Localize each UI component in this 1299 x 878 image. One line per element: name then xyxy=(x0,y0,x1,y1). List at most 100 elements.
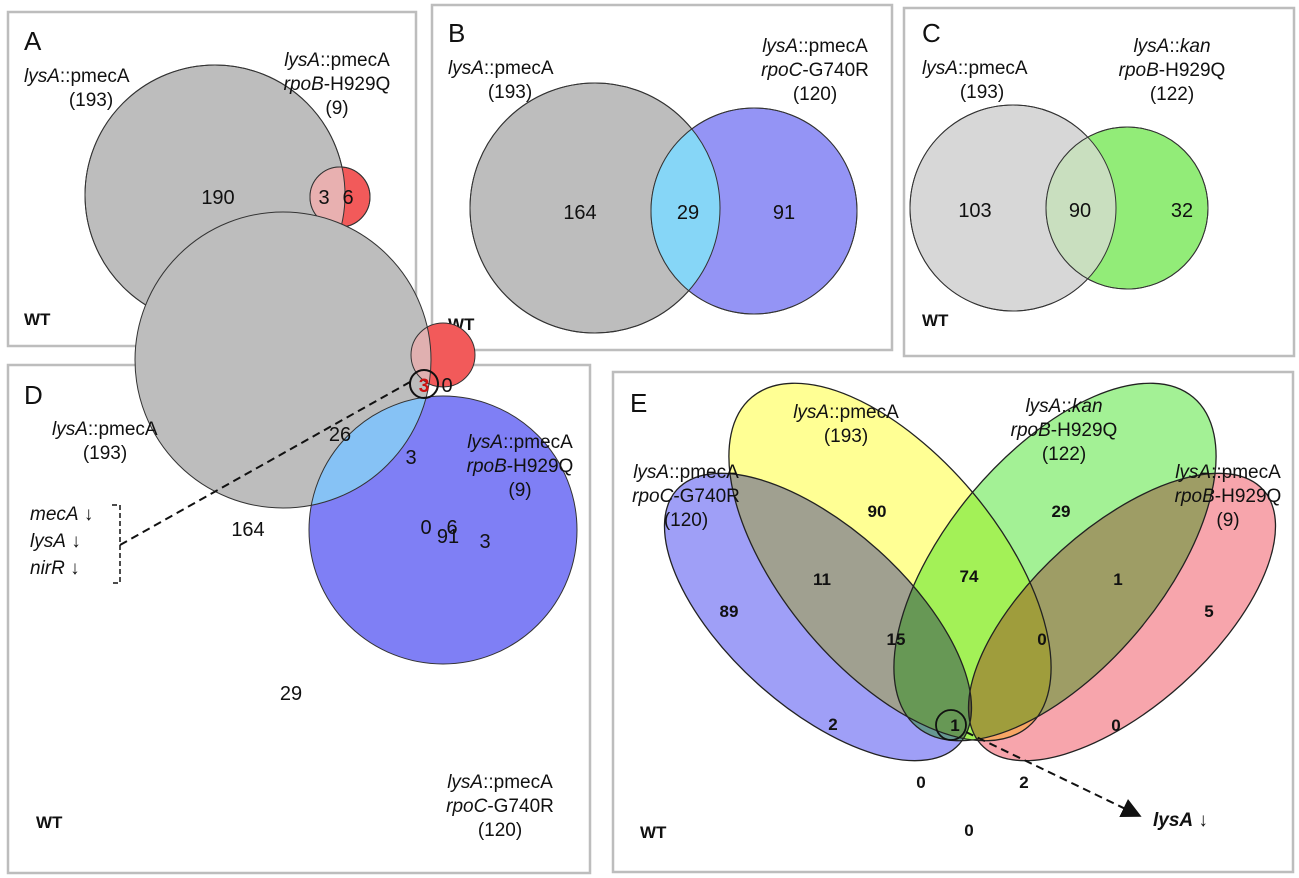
panel-a-set2-label-1: lysA::pmecA xyxy=(284,50,390,71)
panel-c-overlap xyxy=(1046,127,1116,289)
panel-e-green-label-1: lysA::kan xyxy=(1025,396,1102,417)
panel-d-set1-count: (193) xyxy=(83,443,127,464)
panel-d-wt-label: WT xyxy=(36,813,63,832)
panel-e-region-blue-red: 0 xyxy=(964,821,973,840)
panel-d-gene-2: lysA ↓ xyxy=(30,531,81,552)
panel-a-only1-count: 190 xyxy=(201,187,234,209)
panel-e-green-count: (122) xyxy=(1042,444,1086,465)
panel-e-blue-label-1: lysA::pmecA xyxy=(633,462,739,483)
panel-e-region-blue-yellow-red: 2 xyxy=(1019,773,1028,792)
panel-e-yellow-count: (193) xyxy=(824,426,868,447)
panel-c-wt-label: WT xyxy=(922,311,949,330)
panel-b: B lysA::pmecA (193) lysA::pmecA rpoC-G74… xyxy=(430,3,894,352)
panel-d-set3-count: (120) xyxy=(478,820,522,841)
panel-d-center-highlight-ring xyxy=(409,369,439,399)
panel-e-letter: E xyxy=(630,388,647,418)
panel-b-only1-count: 164 xyxy=(563,202,596,224)
panel-d-gene-3: nirR ↓ xyxy=(30,558,80,579)
panel-e-venn xyxy=(663,382,1277,762)
panel-d-total-gray-blue: 29 xyxy=(280,683,302,705)
panel-d-set3-label-1: lysA::pmecA xyxy=(447,772,553,793)
panel-d-gray-only-count: 164 xyxy=(231,519,264,541)
panel-e-wt-label: WT xyxy=(640,823,667,842)
panel-d-gene-pointer-line xyxy=(119,381,411,546)
panel-e-result-arrow xyxy=(965,731,1142,818)
panel-d-letter: D xyxy=(24,380,43,410)
panel-e-yellow-label: lysA::pmecA xyxy=(793,402,899,423)
panel-e-region-yellow-red: 0 xyxy=(1111,716,1120,735)
panel-e-red-count: (9) xyxy=(1216,510,1239,531)
panel-d-set2-label-1: lysA::pmecA xyxy=(467,432,573,453)
panel-e-region-blue-green-red: 0 xyxy=(916,773,925,792)
panel-b-set2-label-1: lysA::pmecA xyxy=(762,36,868,57)
panel-e-region-red-only: 5 xyxy=(1204,602,1213,621)
panel-c-set1-label: lysA::pmecA xyxy=(922,58,1028,79)
panel-d-gene-1: mecA ↓ xyxy=(30,504,93,525)
panel-d-set2-label-2: rpoB-H929Q xyxy=(467,456,574,477)
panel-e-region-yellow-only: 90 xyxy=(868,502,887,521)
panel-a-letter: A xyxy=(24,26,42,56)
panel-e-region-yellow-green-red: 0 xyxy=(1037,630,1046,649)
panel-c-both-count: 90 xyxy=(1069,200,1091,222)
panel-a-set2-label-2: rpoB-H929Q xyxy=(284,74,391,95)
panel-d-red-blue-count: 0 xyxy=(441,375,452,397)
panel-a-set2-count: (9) xyxy=(325,98,348,119)
panel-c-only2-count: 32 xyxy=(1171,200,1193,222)
panel-e-region-all-four: 1 xyxy=(950,716,959,735)
panel-b-set1-label: lysA::pmecA xyxy=(448,58,554,79)
panel-e: E lysA::pmecA rpoC-G740R (120) lysA::pme… xyxy=(611,370,1295,874)
panel-e-highlight-ring xyxy=(935,709,967,741)
panel-e-red-label-2: rpoB-H929Q xyxy=(1175,486,1282,507)
panel-b-overlap xyxy=(651,108,720,314)
panel-e-region-blue-only: 89 xyxy=(720,602,739,621)
panel-c-set2-label-1: lysA::kan xyxy=(1133,36,1210,57)
panel-c: C lysA::pmecA (193) lysA::kan rpoB-H929Q… xyxy=(902,6,1296,358)
panel-b-both-count: 29 xyxy=(677,202,699,224)
panel-a-overlap xyxy=(310,167,345,227)
panel-c-letter: C xyxy=(922,18,941,48)
panel-e-region-green-red: 1 xyxy=(1113,570,1122,589)
panel-e-region-yellow-green: 74 xyxy=(960,567,979,586)
panel-c-set1-count: (193) xyxy=(960,82,1004,103)
panel-b-only2-count: 91 xyxy=(773,202,795,224)
panel-b-set2-label-2: rpoC-G740R xyxy=(761,60,869,81)
panel-d-set2-count: (9) xyxy=(508,480,531,501)
panel-a-wt-label: WT xyxy=(24,310,51,329)
panel-a-set1-count: (193) xyxy=(69,90,113,111)
panel-b-letter: B xyxy=(448,18,465,48)
panel-e-region-blue-green: 2 xyxy=(828,715,837,734)
panel-d-set1-label: lysA::pmecA xyxy=(52,419,158,440)
panel-d-blue-only-count: 91 xyxy=(437,526,459,548)
panel-e-blue-label-2: rpoC-G740R xyxy=(632,486,740,507)
panel-e-blue-count: (120) xyxy=(664,510,708,531)
panel-c-set2-label-2: rpoB-H929Q xyxy=(1119,60,1226,81)
panel-d-red-only-count: 6 xyxy=(446,517,457,539)
panel-e-green-label-2: rpoB-H929Q xyxy=(1011,420,1118,441)
panel-e-frame xyxy=(611,370,1295,874)
panel-c-set2-count: (122) xyxy=(1150,84,1194,105)
panel-b-frame xyxy=(430,3,894,352)
panel-d-gray-blue-overlap xyxy=(309,396,431,508)
panel-d-gray-red-count: 0 xyxy=(420,517,431,539)
panel-c-frame xyxy=(902,6,1296,358)
panel-e-result-label: lysA ↓ xyxy=(1153,810,1208,831)
panel-e-red-label-1: lysA::pmecA xyxy=(1175,462,1281,483)
panel-d-total-red-blue: 3 xyxy=(479,531,490,553)
panel-e-red-ellipse xyxy=(968,473,1276,761)
panel-a-set1-label: lysA::pmecA xyxy=(24,66,130,87)
panel-b-set2-count: (120) xyxy=(793,84,837,105)
panel-a-only2-count: 6 xyxy=(342,187,353,209)
panel-a-both-count: 3 xyxy=(318,187,329,209)
panel-e-region-blue-yellow-green: 15 xyxy=(887,630,906,649)
panel-d-set3-label-2: rpoC-G740R xyxy=(446,796,554,817)
panel-d-gray-blue-count: 26 xyxy=(329,424,351,446)
panel-d-diagram: lysA::pmecA (193) lysA::pmecA rpoB-H929Q… xyxy=(30,211,578,841)
panel-d-center-count: 3 xyxy=(419,376,430,397)
panel-e-region-green-only: 29 xyxy=(1052,502,1071,521)
panel-e-region-blue-yellow: 11 xyxy=(813,570,831,589)
panel-b-set1-count: (193) xyxy=(488,82,532,103)
panel-d-gene-bracket xyxy=(112,504,121,584)
panel-d-total-gray-red: 3 xyxy=(405,447,416,469)
panel-c-only1-count: 103 xyxy=(958,200,991,222)
